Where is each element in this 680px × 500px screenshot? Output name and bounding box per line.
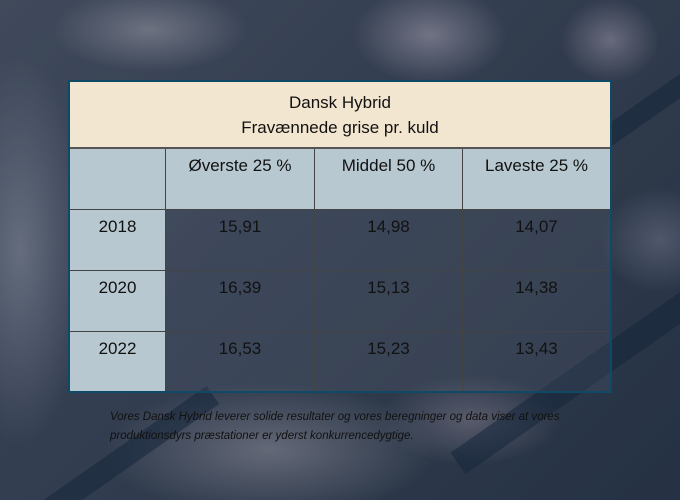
caption-text: Vores Dansk Hybrid leverer solide result… <box>110 411 560 442</box>
header-top-25: Øverste 25 % <box>166 149 315 210</box>
cell-value: 14,98 <box>315 210 463 271</box>
cell-value: 14,07 <box>463 210 610 271</box>
cell-value: 13,43 <box>463 332 610 391</box>
cell-value: 16,39 <box>166 271 315 332</box>
header-middle-50: Middel 50 % <box>315 149 463 210</box>
header-empty <box>70 149 166 210</box>
cell-value: 15,23 <box>315 332 463 391</box>
cell-value: 15,13 <box>315 271 463 332</box>
row-year: 2018 <box>70 210 166 271</box>
header-bottom-25: Laveste 25 % <box>463 149 610 210</box>
cell-value: 16,53 <box>166 332 315 391</box>
row-year: 2022 <box>70 332 166 391</box>
table-title-line1: Dansk Hybrid <box>288 92 392 112</box>
cell-value: 14,38 <box>463 271 610 332</box>
cell-value: 15,91 <box>166 210 315 271</box>
table-title: Dansk Hybrid Fravænnede grise pr. kuld <box>70 82 610 149</box>
table-grid: Øverste 25 % Middel 50 % Laveste 25 % 20… <box>70 149 610 391</box>
results-table: Dansk Hybrid Fravænnede grise pr. kuld Ø… <box>68 80 612 393</box>
row-year: 2020 <box>70 271 166 332</box>
table-title-line2: Fravænnede grise pr. kuld <box>241 117 439 137</box>
